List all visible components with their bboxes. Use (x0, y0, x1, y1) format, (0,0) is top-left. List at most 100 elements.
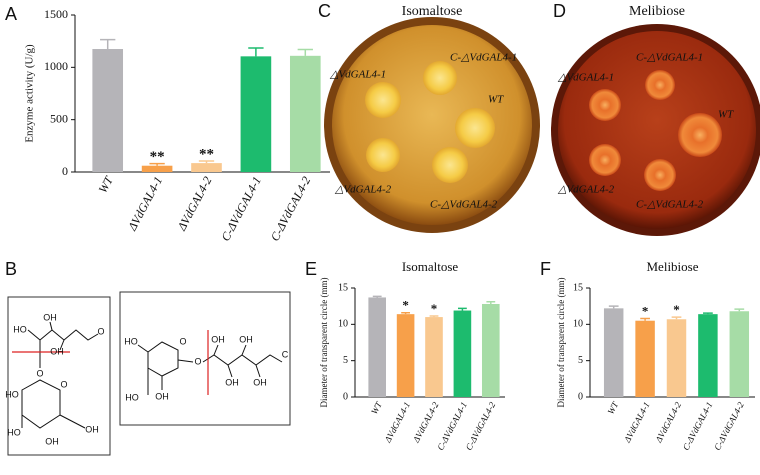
colony (589, 89, 621, 121)
bar (396, 314, 415, 397)
error-bar (486, 301, 496, 304)
bar (453, 310, 472, 397)
x-tick-label: ΔVdGAL4-1 (382, 400, 412, 445)
error-bar (401, 311, 411, 315)
significance: * (673, 302, 680, 317)
atom-label: HO (125, 392, 139, 402)
significance: ** (199, 146, 214, 162)
x-tick-label: C-ΔVdGAL4-1 (218, 174, 264, 243)
x-tick-label: ΔVdGAL4-2 (653, 400, 683, 445)
atom-label: O (194, 356, 201, 366)
bar (635, 320, 655, 397)
bar (698, 314, 718, 397)
x-tick-label: C-ΔVdGAL4-2 (268, 174, 314, 243)
error-bar (297, 48, 313, 56)
y-tick-label: 1000 (44, 59, 68, 73)
x-tick-label: WT (606, 399, 621, 416)
error-bar (703, 312, 713, 315)
x-tick-label: C-ΔVdGAL4-1 (435, 400, 469, 452)
colony (645, 70, 675, 100)
atom-label: O (36, 368, 43, 378)
atom-label: OH (225, 377, 239, 387)
x-tick-label: ΔVdGAL4-2 (410, 400, 440, 445)
atom-label: OH (211, 334, 225, 344)
chart-title: Isomaltose (402, 259, 459, 274)
molecule-1-bonds (12, 321, 99, 429)
bar (191, 163, 222, 172)
y-tick-label: 15 (573, 282, 583, 293)
x-tick-label: ΔVdGAL4-2 (174, 174, 215, 234)
panel-label: A (5, 4, 17, 24)
significance: ** (150, 149, 165, 165)
chart-title: Melibiose (647, 259, 699, 274)
y-axis-label: Diameter of transparent circle (mm) (556, 278, 566, 408)
atom-label: O (60, 379, 67, 389)
atom-label: OH (239, 334, 253, 344)
bar (368, 297, 387, 397)
x-tick-label: WT (369, 399, 384, 416)
colony (423, 61, 457, 95)
error-bar (457, 307, 467, 311)
plate (558, 31, 756, 229)
error-bar (429, 315, 439, 318)
atom-label: HO (7, 427, 21, 437)
error-bar (640, 317, 650, 321)
plate-title: Isomaltose (402, 4, 463, 19)
atom-label: HO (5, 389, 19, 399)
atom-label: OH (85, 424, 99, 434)
error-bar (734, 308, 745, 312)
colony-label: C-△VdGAL4-2 (430, 199, 498, 211)
colony (644, 159, 676, 191)
bar (729, 311, 750, 397)
panel-label: E (305, 259, 317, 279)
colony-label: △VdGAL4-2 (334, 184, 392, 196)
plate (332, 25, 532, 225)
x-tick-label: WT (96, 173, 117, 195)
colony (432, 147, 468, 183)
y-axis-label: Diameter of transparent circle (mm) (319, 278, 329, 408)
y-tick-label: 0 (343, 391, 348, 402)
y-tick-label: 10 (573, 319, 583, 330)
error-bar (149, 162, 165, 166)
colony-label: C-△VdGAL4-1 (450, 52, 517, 64)
significance: * (642, 304, 649, 319)
atom-label: O (179, 336, 186, 346)
panel-label: D (553, 1, 566, 21)
significance: * (431, 301, 438, 316)
atom-label: OH (43, 312, 57, 322)
molecule-2-bonds (137, 330, 283, 395)
bar (240, 56, 272, 172)
bar (141, 165, 173, 172)
y-tick-label: 15 (338, 282, 348, 293)
bar (481, 303, 500, 397)
significance: * (402, 298, 409, 313)
x-tick-label: C-ΔVdGAL4-1 (681, 400, 715, 452)
y-axis-label: Enzyme activity (U/g) (24, 44, 36, 143)
error-bar (248, 47, 264, 57)
colony-label: △VdGAL4-1 (329, 69, 386, 81)
colony (455, 108, 495, 148)
colony-label: △VdGAL4-2 (557, 184, 615, 196)
bar (289, 55, 321, 172)
colony (589, 144, 621, 176)
colony-label: WT (488, 94, 504, 106)
bar (666, 319, 687, 397)
y-tick-label: 5 (343, 355, 348, 366)
atom-label: HO (124, 336, 138, 346)
error-bar (608, 305, 619, 309)
atom-label: OH (155, 391, 169, 401)
structure-box (119, 291, 291, 426)
plate-title: Melibiose (629, 4, 685, 19)
atom-label: HO (13, 324, 27, 334)
panel-label: B (5, 259, 17, 279)
bar (603, 308, 624, 397)
error-bar (671, 316, 682, 320)
y-tick-label: 5 (578, 355, 583, 366)
colony-label: WT (718, 109, 734, 121)
structure-box (7, 296, 111, 456)
x-tick-label: ΔVdGAL4-1 (125, 174, 166, 234)
error-bar (198, 160, 215, 164)
y-tick-label: 500 (50, 111, 68, 125)
atom-label: O (97, 326, 104, 336)
